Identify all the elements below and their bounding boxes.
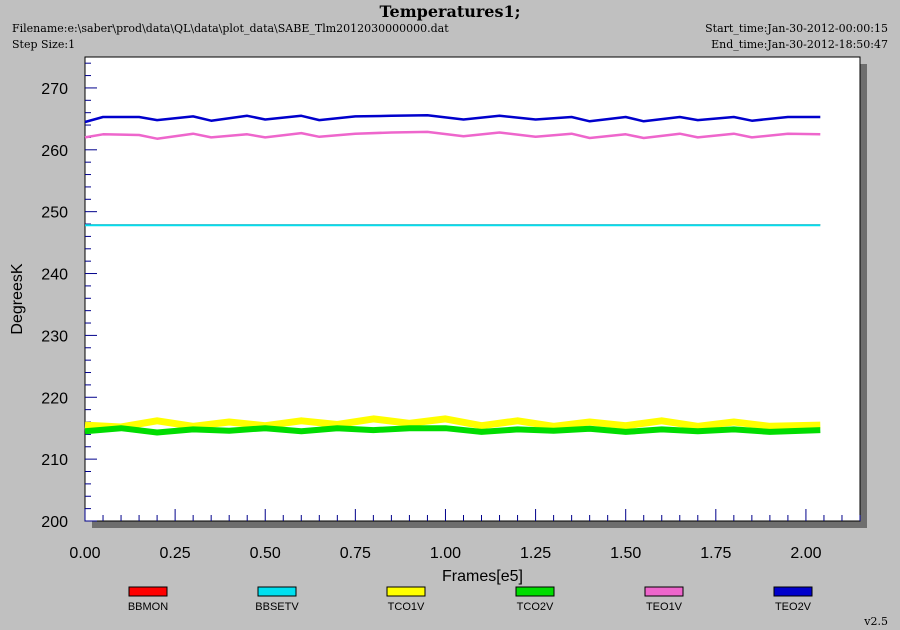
series-line-teo1v <box>84 130 821 140</box>
x-tick-label: 0.50 <box>250 545 281 562</box>
y-axis-title: DegreesK <box>9 263 26 334</box>
y-tick-label: 210 <box>41 452 68 469</box>
legend-swatch-bbmon <box>128 586 168 597</box>
series-line-tco2v <box>84 425 821 436</box>
legend-label-tco2v: TCO2V <box>517 601 554 613</box>
version-label: v2.5 <box>864 615 888 628</box>
legend-swatch-tco1v <box>386 586 426 597</box>
x-tick-label: 0.00 <box>69 545 100 562</box>
chart-title: Temperatures1; <box>379 2 521 21</box>
x-tick-label: 1.50 <box>610 545 641 562</box>
start-time-text: Start_time:Jan-30-2012-00:00:15 <box>705 22 888 35</box>
legend-label-bbsetv: BBSETV <box>255 601 299 613</box>
x-tick-label: 1.00 <box>430 545 461 562</box>
legend-swatch-tco2v <box>515 586 555 597</box>
legend-label-bbmon: BBMON <box>128 601 168 613</box>
end-time-text: End_time:Jan-30-2012-18:50:47 <box>711 38 888 51</box>
x-tick-label: 1.25 <box>520 545 551 562</box>
legend-swatch-teo1v <box>644 586 684 597</box>
legend-label-teo2v: TEO2V <box>775 601 812 613</box>
legend-swatch-teo2v <box>773 586 813 597</box>
series-line-teo2v <box>84 113 821 124</box>
filename-text: Filename:e:\saber\prod\data\QL\data\plot… <box>12 22 449 35</box>
legend-label-teo1v: TEO1V <box>646 601 683 613</box>
x-tick-label: 2.00 <box>790 545 821 562</box>
x-tick-label: 0.25 <box>160 545 191 562</box>
y-tick-label: 200 <box>41 514 68 531</box>
series-line-tco1v <box>84 415 821 431</box>
x-tick-label: 1.75 <box>700 545 731 562</box>
y-tick-label: 270 <box>41 81 68 98</box>
y-tick-label: 220 <box>41 390 68 407</box>
y-tick-label: 230 <box>41 328 68 345</box>
legend-label-tco1v: TCO1V <box>388 601 425 613</box>
x-tick-label: 0.75 <box>340 545 371 562</box>
plot-area <box>84 56 861 522</box>
y-tick-label: 250 <box>41 205 68 222</box>
x-axis-title: Frames[e5] <box>442 568 523 585</box>
y-tick-label: 260 <box>41 143 68 160</box>
legend-swatch-bbsetv <box>257 586 297 597</box>
step-size-text: Step Size:1 <box>12 38 76 51</box>
y-tick-label: 240 <box>41 267 68 284</box>
